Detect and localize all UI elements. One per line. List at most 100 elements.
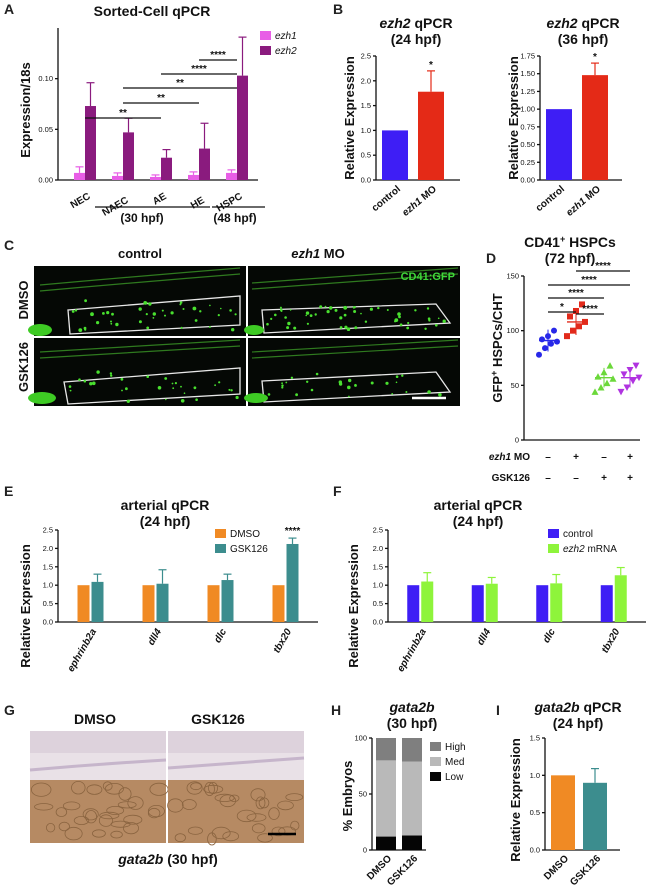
yolk-cell xyxy=(246,813,267,822)
a-y-tick-label: 0.10 xyxy=(38,74,53,83)
panel-b1-ylabel: Relative Expression xyxy=(342,56,357,180)
tick-label-dlc: dlc xyxy=(541,627,558,645)
b2-y-tick-label: 0.75 xyxy=(520,122,535,131)
significance-mark: * xyxy=(593,52,597,63)
yolk-cell xyxy=(147,804,165,818)
gfp-cell xyxy=(84,328,87,331)
tick-label-tbx20: tbx20 xyxy=(600,627,623,656)
yolk-cell xyxy=(186,781,203,795)
panel-i-ylabel: Relative Expression xyxy=(508,738,523,862)
bar-control-ephrinb2a xyxy=(407,585,420,622)
f-y-tick-label: 1.5 xyxy=(373,562,383,571)
data-point xyxy=(620,371,628,378)
bar-control-dll4 xyxy=(471,585,484,622)
yolk-cell xyxy=(104,782,124,795)
bar-ezh1-HE xyxy=(188,174,199,180)
bar-Med-GSK126 xyxy=(402,761,422,836)
gfp-cell xyxy=(266,322,269,326)
gfp-cell xyxy=(281,384,284,387)
yolk-cell xyxy=(123,821,140,835)
yolk-cell xyxy=(98,814,114,827)
significance-mark: **** xyxy=(581,275,597,286)
gfp-cell xyxy=(386,309,389,311)
gfp-cell xyxy=(443,320,446,323)
legend-swatch-dmso xyxy=(215,529,226,538)
gfp-cell xyxy=(90,312,94,317)
e-y-tick-label: 1.0 xyxy=(43,581,53,590)
gfp-cell xyxy=(194,319,198,322)
panel-d-row1-label: ezh1 MO xyxy=(489,452,530,463)
tick-label-ephrinb2a: ephrinb2a xyxy=(395,627,429,674)
legend-swatch-med xyxy=(430,757,441,766)
panel-f-ylabel: Relative Expression xyxy=(346,544,361,668)
yolk-cell xyxy=(229,794,240,802)
yolk-cell xyxy=(82,808,99,821)
micrograph-control-gsk126 xyxy=(28,338,246,406)
panel-e-legend: DMSO GSK126 xyxy=(215,529,268,555)
panel-h-title: gata2b xyxy=(388,699,435,715)
panel-c-col-control: control xyxy=(118,246,162,261)
gfp-cell xyxy=(347,385,351,390)
panel-g-col-gsk126: GSK126 xyxy=(191,711,245,727)
panel-g-col-dmso: DMSO xyxy=(74,711,116,727)
tick-label-GSK126: GSK126 xyxy=(568,853,603,888)
gfp-cell xyxy=(102,312,105,315)
sign-row2: – xyxy=(573,473,579,484)
panel-e-ylabel: Relative Expression xyxy=(18,544,33,668)
panel-e-plot: 0.0 0.5 1.0 1.5 2.0 2.5 ephrinb2a dll4 dlc **** tb… xyxy=(43,526,318,674)
gfp-cell xyxy=(78,378,81,382)
bar-ezh2 mRNA-ephrinb2a xyxy=(421,581,434,622)
panel-b1-title: ezh2 qPCR xyxy=(379,15,452,31)
data-point xyxy=(576,323,582,330)
gfp-cell xyxy=(208,326,211,328)
gfp-cell xyxy=(228,388,231,391)
panel-f: F arterial qPCR (24 hpf) Relative Expres… xyxy=(333,483,646,674)
gfp-cell xyxy=(343,313,347,317)
micrograph-control-dmso xyxy=(28,266,246,336)
micrograph-gata2b-gsk126 xyxy=(167,731,305,846)
data-point xyxy=(554,338,560,345)
data-point xyxy=(606,362,614,369)
b1-y-tick-label: 1.0 xyxy=(361,126,371,135)
bar-DMSO xyxy=(551,775,575,850)
gfp-cell xyxy=(230,389,233,392)
gfp-cell xyxy=(179,303,182,306)
gfp-cell xyxy=(328,306,333,310)
gfp-cell xyxy=(395,381,398,384)
data-point xyxy=(594,373,602,380)
data-point xyxy=(632,362,640,370)
gfp-cell xyxy=(338,382,343,386)
bar-GSK126 xyxy=(583,782,607,850)
panel-h-subtitle: (30 hpf) xyxy=(387,715,438,731)
gfp-cell xyxy=(174,382,177,385)
panel-c-row-gsk126: GSK126 xyxy=(16,342,31,392)
tick-label-ezh1 MO: ezh1 MO xyxy=(400,184,439,219)
data-point xyxy=(629,377,637,385)
gfp-cell xyxy=(435,324,438,327)
gfp-cell xyxy=(111,312,114,316)
bar-ezh2-HSPC xyxy=(237,75,248,180)
legend-label-low: Low xyxy=(445,772,464,783)
gfp-cell xyxy=(305,314,308,317)
gfp-cell xyxy=(217,314,220,317)
yolk-cell xyxy=(58,821,70,832)
gfp-cell xyxy=(234,313,237,316)
gfp-cell xyxy=(295,393,298,397)
gfp-cell xyxy=(334,308,338,312)
b2-y-tick-label: 0.25 xyxy=(520,158,535,167)
yolk-cell xyxy=(71,781,86,795)
gfp-cell xyxy=(146,326,150,330)
gfp-cell xyxy=(339,316,343,320)
gfp-cell xyxy=(218,381,221,384)
gfp-cell xyxy=(74,309,78,312)
gfp-cell xyxy=(437,317,440,320)
gfp-cell xyxy=(209,304,211,307)
panel-d-row2-label: GSK126 xyxy=(492,473,531,484)
panel-e-letter: E xyxy=(4,483,13,499)
gfp-cell xyxy=(121,389,123,392)
gfp-cell xyxy=(120,377,124,381)
data-point xyxy=(567,313,573,320)
gfp-cell xyxy=(354,384,357,387)
